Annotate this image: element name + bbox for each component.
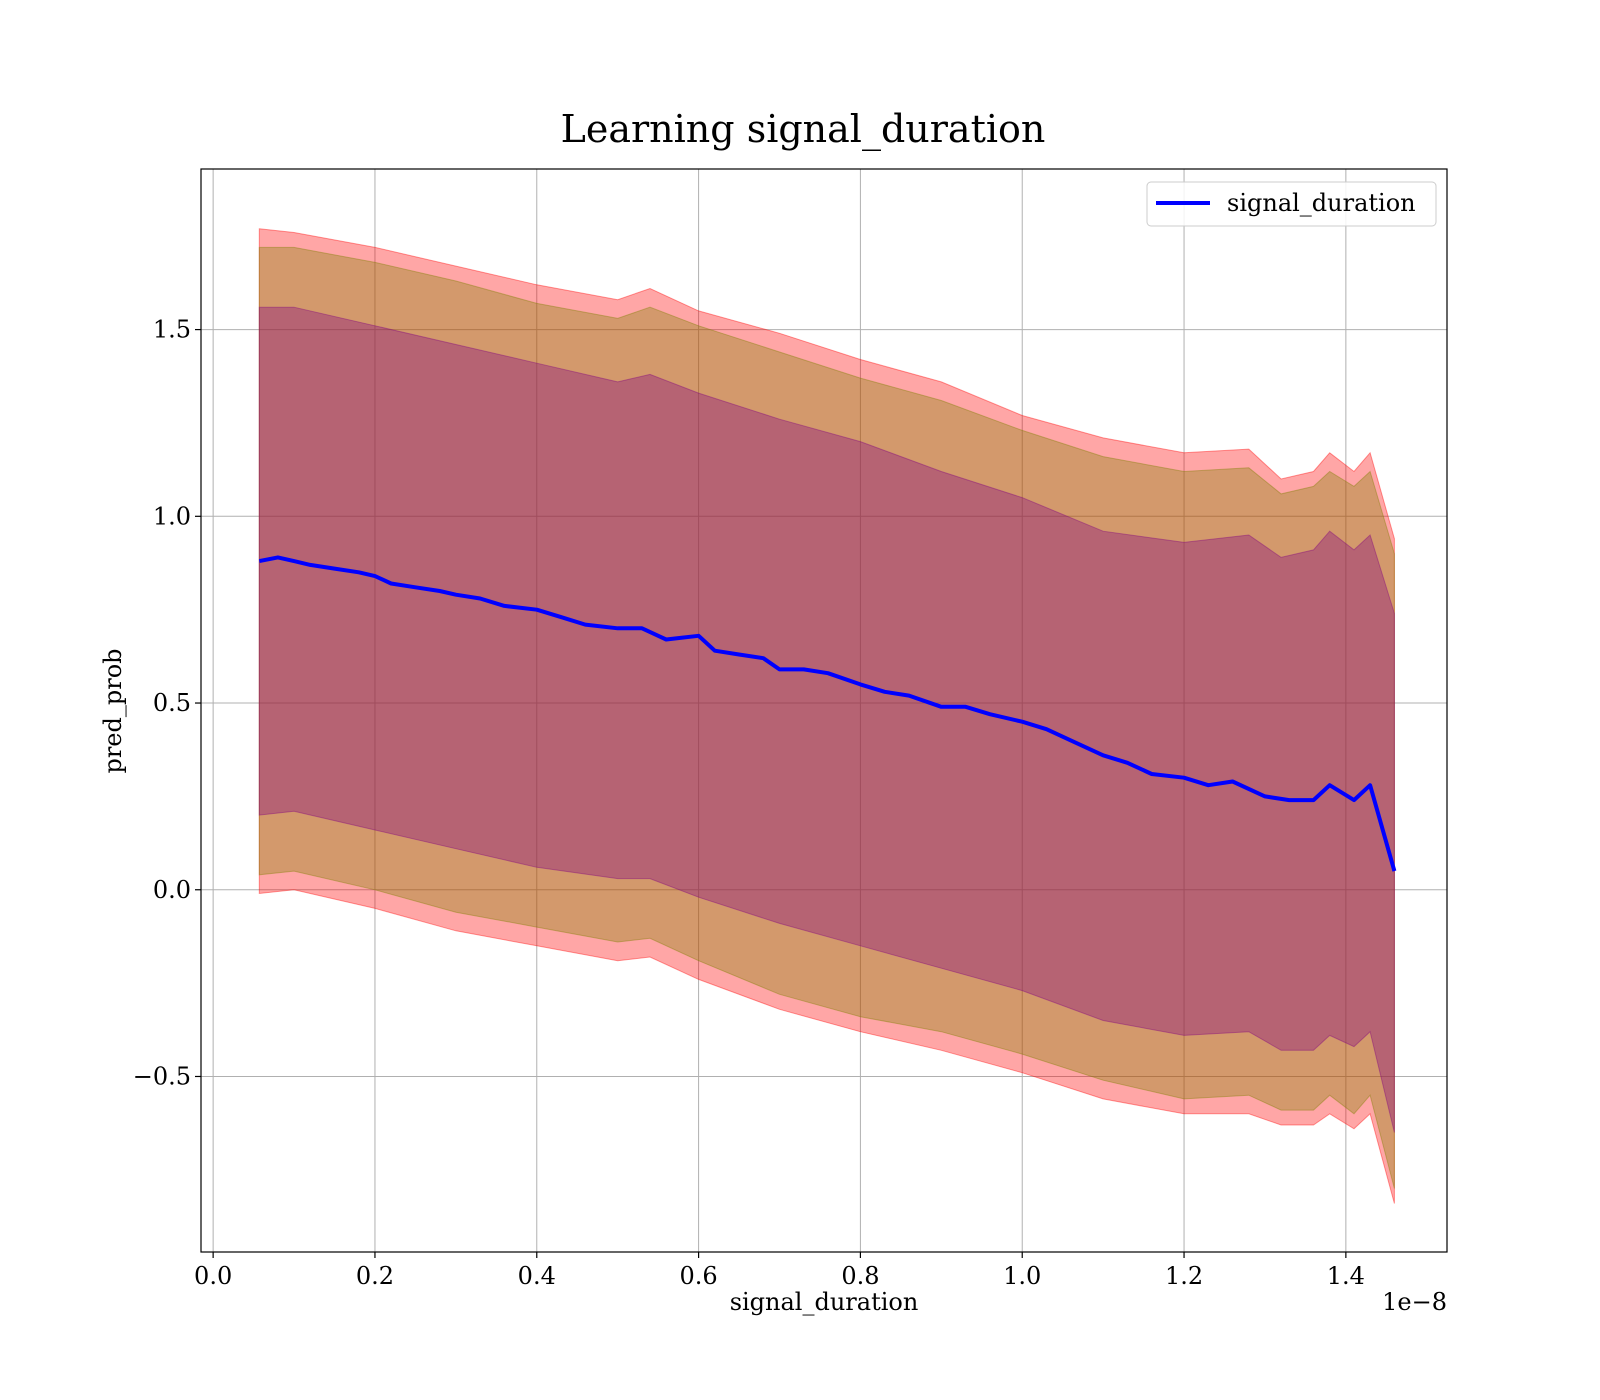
chart-title: Learning signal_duration — [561, 107, 1046, 152]
x-tick-label-2: 0.4 — [518, 1262, 556, 1290]
y-tick-label-3: 1.0 — [153, 502, 191, 530]
x-axis-label: signal_duration — [730, 1288, 919, 1316]
x-tick-label-3: 0.6 — [680, 1262, 718, 1290]
x-tick-label-6: 1.2 — [1165, 1262, 1203, 1290]
confidence-band-1 — [258, 246, 1395, 1189]
y-axis-ticks: −0.5 0.0 0.5 1.0 1.5 — [133, 316, 201, 1090]
legend-label-signal-duration: signal_duration — [1227, 189, 1416, 217]
y-tick-label-1: 0.0 — [153, 876, 191, 904]
plot-frame — [200, 168, 1448, 1253]
confidence-band-0 — [258, 228, 1395, 1204]
y-tick-label-4: 1.5 — [153, 316, 191, 344]
y-axis-label: pred_prob — [99, 648, 127, 773]
x-axis-offset-text: 1e−8 — [1382, 1288, 1447, 1316]
x-tick-label-7: 1.4 — [1327, 1262, 1365, 1290]
legend-box — [1146, 181, 1437, 227]
grid — [201, 169, 1447, 1252]
confidence-band-2 — [258, 306, 1395, 1133]
series-line-0 — [258, 555, 1397, 872]
x-tick-label-4: 0.8 — [841, 1262, 879, 1290]
x-tick-label-0: 0.0 — [194, 1262, 232, 1290]
confidence-bands — [258, 228, 1395, 1204]
x-axis-ticks: 0.0 0.2 0.4 0.6 0.8 1.0 1.2 1.4 — [194, 1252, 1365, 1290]
series-lines — [258, 555, 1397, 872]
x-tick-label-5: 1.0 — [1003, 1262, 1041, 1290]
legend: signal_duration — [1146, 181, 1437, 227]
x-tick-label-1: 0.2 — [356, 1262, 394, 1290]
y-tick-label-0: −0.5 — [133, 1062, 191, 1090]
y-tick-label-2: 0.5 — [153, 689, 191, 717]
